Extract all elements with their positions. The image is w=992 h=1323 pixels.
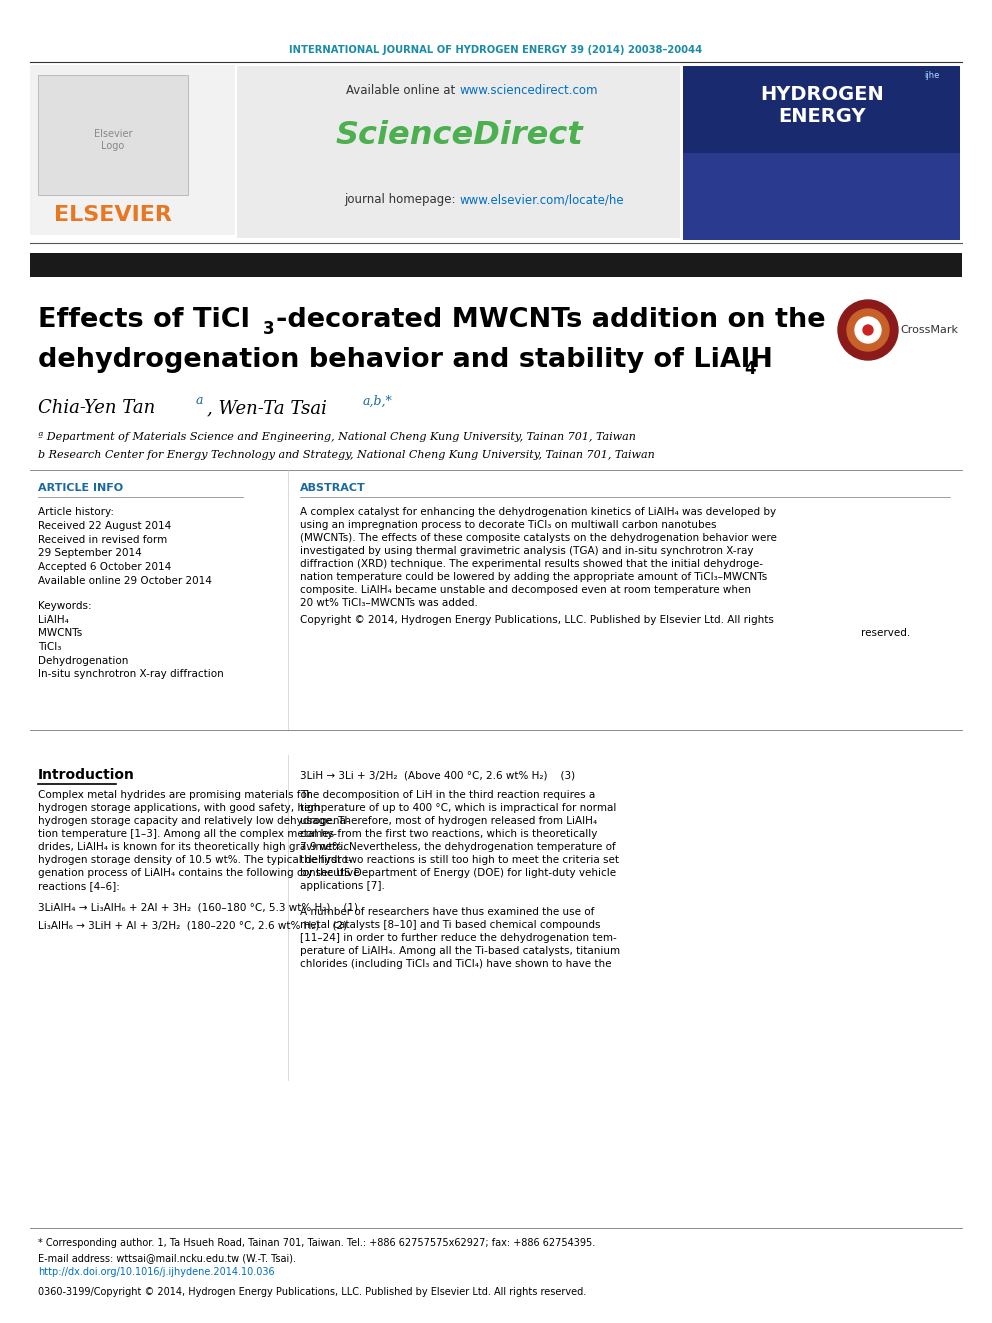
Text: Effects of TiCl: Effects of TiCl: [38, 307, 250, 333]
Text: www.sciencedirect.com: www.sciencedirect.com: [459, 83, 597, 97]
Circle shape: [847, 310, 889, 351]
Text: tion temperature [1–3]. Among all the complex metal hy-: tion temperature [1–3]. Among all the co…: [38, 830, 337, 839]
Text: 3: 3: [263, 320, 275, 337]
Text: composite. LiAlH₄ became unstable and decomposed even at room temperature when: composite. LiAlH₄ became unstable and de…: [300, 585, 751, 595]
Text: applications [7].: applications [7].: [300, 881, 385, 890]
FancyBboxPatch shape: [30, 65, 235, 235]
Text: Introduction: Introduction: [38, 767, 135, 782]
Text: investigated by using thermal gravimetric analysis (TGA) and in-situ synchrotron: investigated by using thermal gravimetri…: [300, 546, 754, 556]
Text: Article history:: Article history:: [38, 507, 114, 517]
Text: -decorated MWCNTs addition on the: -decorated MWCNTs addition on the: [276, 307, 825, 333]
Text: using an impregnation process to decorate TiCl₃ on multiwall carbon nanotubes: using an impregnation process to decorat…: [300, 520, 716, 531]
Text: E-mail address: wttsai@mail.ncku.edu.tw (W.-T. Tsai).: E-mail address: wttsai@mail.ncku.edu.tw …: [38, 1253, 296, 1263]
Text: nation temperature could be lowered by adding the appropriate amount of TiCl₃–MW: nation temperature could be lowered by a…: [300, 572, 767, 582]
Text: CrossMark: CrossMark: [900, 325, 958, 335]
FancyBboxPatch shape: [683, 153, 960, 239]
Text: chlorides (including TiCl₃ and TiCl₄) have shown to have the: chlorides (including TiCl₃ and TiCl₄) ha…: [300, 959, 611, 968]
Text: Received 22 August 2014: Received 22 August 2014: [38, 521, 172, 531]
Text: Dehydrogenation: Dehydrogenation: [38, 655, 128, 665]
Text: hydrogen storage applications, with good safety, high: hydrogen storage applications, with good…: [38, 803, 320, 814]
Text: drides, LiAlH₄ is known for its theoretically high gravimetric: drides, LiAlH₄ is known for its theoreti…: [38, 841, 349, 852]
Text: dehydrogenation behavior and stability of LiAlH: dehydrogenation behavior and stability o…: [38, 347, 773, 373]
Text: perature of LiAlH₄. Among all the Ti-based catalysts, titanium: perature of LiAlH₄. Among all the Ti-bas…: [300, 946, 620, 957]
Text: a: a: [196, 394, 203, 407]
Text: Keywords:: Keywords:: [38, 601, 91, 611]
Text: Li₃AlH₆ → 3LiH + Al + 3/2H₂  (180–220 °C, 2.6 wt% H₂)    (2): Li₃AlH₆ → 3LiH + Al + 3/2H₂ (180–220 °C,…: [38, 919, 347, 930]
Text: 3LiH → 3Li + 3/2H₂  (Above 400 °C, 2.6 wt% H₂)    (3): 3LiH → 3Li + 3/2H₂ (Above 400 °C, 2.6 wt…: [300, 770, 575, 781]
Text: A number of researchers have thus examined the use of: A number of researchers have thus examin…: [300, 908, 594, 917]
Text: Received in revised form: Received in revised form: [38, 534, 168, 545]
Text: 3LiAlH₄ → Li₃AlH₆ + 2Al + 3H₂  (160–180 °C, 5.3 wt% H₂)    (1): 3LiAlH₄ → Li₃AlH₆ + 2Al + 3H₂ (160–180 °…: [38, 902, 358, 912]
Circle shape: [855, 318, 881, 343]
Text: 0360-3199/Copyright © 2014, Hydrogen Energy Publications, LLC. Published by Else: 0360-3199/Copyright © 2014, Hydrogen Ene…: [38, 1287, 586, 1297]
Text: , Wen-Ta Tsai: , Wen-Ta Tsai: [207, 400, 332, 417]
Text: MWCNTs: MWCNTs: [38, 628, 82, 639]
Text: Copyright © 2014, Hydrogen Energy Publications, LLC. Published by Elsevier Ltd. : Copyright © 2014, Hydrogen Energy Public…: [300, 615, 774, 624]
Text: ABSTRACT: ABSTRACT: [300, 483, 366, 493]
Text: LiAlH₄: LiAlH₄: [38, 615, 68, 624]
Text: hydrogen storage capacity and relatively low dehydrogena-: hydrogen storage capacity and relatively…: [38, 816, 349, 826]
Text: TiCl₃: TiCl₃: [38, 642, 62, 652]
Text: ª Department of Materials Science and Engineering, National Cheng Kung Universit: ª Department of Materials Science and En…: [38, 433, 636, 442]
Circle shape: [838, 300, 898, 360]
Text: In-situ synchrotron X-ray diffraction: In-situ synchrotron X-ray diffraction: [38, 669, 224, 679]
Text: ScienceDirect: ScienceDirect: [335, 119, 583, 151]
Text: genation process of LiAlH₄ contains the following consecutive: genation process of LiAlH₄ contains the …: [38, 868, 359, 878]
Text: http://dx.doi.org/10.1016/j.ijhydene.2014.10.036: http://dx.doi.org/10.1016/j.ijhydene.201…: [38, 1267, 275, 1277]
Text: hydrogen storage density of 10.5 wt%. The typical dehydro-: hydrogen storage density of 10.5 wt%. Th…: [38, 855, 352, 865]
Text: b Research Center for Energy Technology and Strategy, National Cheng Kung Univer: b Research Center for Energy Technology …: [38, 450, 655, 460]
Text: usage. Therefore, most of hydrogen released from LiAlH₄: usage. Therefore, most of hydrogen relea…: [300, 816, 597, 826]
Text: 29 September 2014: 29 September 2014: [38, 548, 142, 558]
Text: ARTICLE INFO: ARTICLE INFO: [38, 483, 123, 493]
Text: INTERNATIONAL JOURNAL OF HYDROGEN ENERGY 39 (2014) 20038–20044: INTERNATIONAL JOURNAL OF HYDROGEN ENERGY…: [290, 45, 702, 56]
Text: [11–24] in order to further reduce the dehydrogenation tem-: [11–24] in order to further reduce the d…: [300, 933, 617, 943]
Text: comes from the first two reactions, which is theoretically: comes from the first two reactions, whic…: [300, 830, 597, 839]
Text: Elsevier
Logo: Elsevier Logo: [94, 130, 132, 151]
Text: Complex metal hydrides are promising materials for: Complex metal hydrides are promising mat…: [38, 790, 311, 800]
Text: Available online at: Available online at: [346, 83, 459, 97]
Text: (MWCNTs). The effects of these composite catalysts on the dehydrogenation behavi: (MWCNTs). The effects of these composite…: [300, 533, 777, 542]
Text: Accepted 6 October 2014: Accepted 6 October 2014: [38, 562, 172, 572]
FancyBboxPatch shape: [237, 66, 680, 238]
Text: 20 wt% TiCl₃–MWCNTs was added.: 20 wt% TiCl₃–MWCNTs was added.: [300, 598, 478, 609]
Text: 7.9 wt%. Nevertheless, the dehydrogenation temperature of: 7.9 wt%. Nevertheless, the dehydrogenati…: [300, 841, 616, 852]
Text: Chia-Yen Tan: Chia-Yen Tan: [38, 400, 161, 417]
Text: ijhe: ijhe: [925, 71, 940, 81]
FancyBboxPatch shape: [38, 75, 188, 194]
Text: 4: 4: [744, 360, 756, 378]
Text: reactions [4–6]:: reactions [4–6]:: [38, 881, 120, 890]
Text: metal catalysts [8–10] and Ti based chemical compounds: metal catalysts [8–10] and Ti based chem…: [300, 919, 600, 930]
Text: a,b,*: a,b,*: [363, 394, 393, 407]
Text: journal homepage:: journal homepage:: [344, 193, 459, 206]
Text: ELSEVIER: ELSEVIER: [54, 205, 172, 225]
Text: The decomposition of LiH in the third reaction requires a: The decomposition of LiH in the third re…: [300, 790, 595, 800]
Text: Available online 29 October 2014: Available online 29 October 2014: [38, 576, 212, 586]
Text: A complex catalyst for enhancing the dehydrogenation kinetics of LiAlH₄ was deve: A complex catalyst for enhancing the deh…: [300, 507, 776, 517]
Text: HYDROGEN
ENERGY: HYDROGEN ENERGY: [760, 85, 884, 126]
Text: diffraction (XRD) technique. The experimental results showed that the initial de: diffraction (XRD) technique. The experim…: [300, 560, 763, 569]
Circle shape: [863, 325, 873, 335]
Text: by the US Department of Energy (DOE) for light-duty vehicle: by the US Department of Energy (DOE) for…: [300, 868, 616, 878]
FancyBboxPatch shape: [30, 253, 962, 277]
FancyBboxPatch shape: [683, 66, 960, 239]
Text: reserved.: reserved.: [861, 628, 910, 638]
Text: temperature of up to 400 °C, which is impractical for normal: temperature of up to 400 °C, which is im…: [300, 803, 616, 814]
Text: www.elsevier.com/locate/he: www.elsevier.com/locate/he: [459, 193, 624, 206]
Text: the first two reactions is still too high to meet the criteria set: the first two reactions is still too hig…: [300, 855, 619, 865]
Text: * Corresponding author. 1, Ta Hsueh Road, Tainan 701, Taiwan. Tel.: +886 6275757: * Corresponding author. 1, Ta Hsueh Road…: [38, 1238, 595, 1248]
